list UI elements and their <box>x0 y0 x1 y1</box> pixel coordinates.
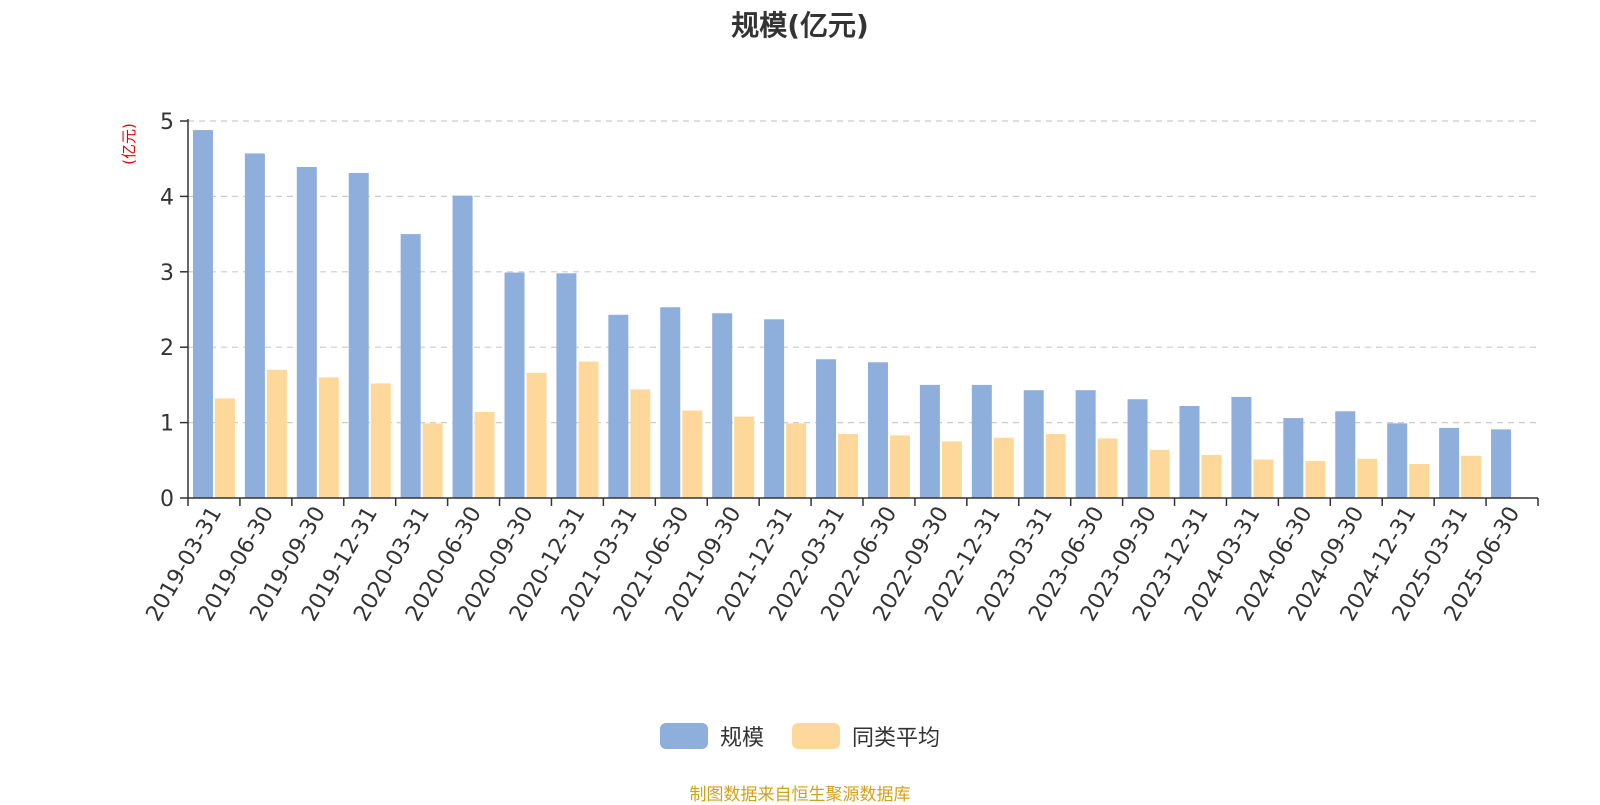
bar-peer-average[interactable] <box>266 369 287 498</box>
bar-scale[interactable] <box>608 314 629 498</box>
bar-scale[interactable] <box>660 307 681 498</box>
bar-scale[interactable] <box>712 313 733 498</box>
y-axis-label: (亿元) <box>120 123 138 165</box>
bar-peer-average[interactable] <box>526 372 547 498</box>
y-tick-label: 3 <box>160 261 174 286</box>
bar-scale[interactable] <box>504 272 525 498</box>
bar-scale[interactable] <box>452 195 473 498</box>
bar-peer-average[interactable] <box>474 412 495 498</box>
bar-peer-average[interactable] <box>889 435 910 498</box>
bar-peer-average[interactable] <box>734 416 755 498</box>
legend: 规模 同类平均 <box>0 720 1600 752</box>
bar-scale[interactable] <box>1023 390 1044 498</box>
bar-scale[interactable] <box>1387 423 1408 498</box>
source-note: 制图数据来自恒生聚源数据库 <box>689 785 911 805</box>
bar-scale[interactable] <box>816 359 837 498</box>
bar-scale[interactable] <box>556 273 577 498</box>
y-tick-label: 1 <box>160 412 174 437</box>
y-tick-label: 5 <box>160 110 174 135</box>
bar-scale[interactable] <box>867 362 888 498</box>
bar-scale[interactable] <box>919 384 940 498</box>
bar-peer-average[interactable] <box>422 423 443 498</box>
bar-scale[interactable] <box>1491 429 1512 498</box>
bar-peer-average[interactable] <box>1149 449 1170 498</box>
y-tick-label: 2 <box>160 336 174 361</box>
x-tick-labels: 2019-03-312019-06-302019-09-302019-12-31… <box>142 503 1526 626</box>
bar-peer-average[interactable] <box>1253 459 1274 498</box>
legend-label-scale: 规模 <box>719 726 764 751</box>
bar-peer-average[interactable] <box>941 441 962 498</box>
bar-peer-average[interactable] <box>1045 433 1066 498</box>
legend-item-scale[interactable]: 规模 <box>659 720 764 752</box>
legend-swatch-scale <box>659 723 708 749</box>
bar-scale[interactable] <box>192 130 213 498</box>
bar-scale[interactable] <box>1179 406 1200 498</box>
bar-scale[interactable] <box>1439 427 1460 498</box>
chart-title: 规模(亿元) <box>731 9 869 42</box>
bar-peer-average[interactable] <box>214 398 235 498</box>
bar-scale[interactable] <box>1075 390 1096 498</box>
bar-peer-average[interactable] <box>630 389 651 498</box>
y-tick-label: 0 <box>160 487 174 512</box>
bar-peer-average[interactable] <box>786 423 807 498</box>
bar-peer-average[interactable] <box>370 383 391 498</box>
bar-scale[interactable] <box>348 173 369 498</box>
bar-peer-average[interactable] <box>1409 464 1430 498</box>
legend-item-peer-average[interactable]: 同类平均 <box>792 720 940 752</box>
legend-swatch-peer-average <box>792 723 840 749</box>
bar-scale[interactable] <box>400 234 421 498</box>
bar-scale[interactable] <box>1335 411 1356 498</box>
bar-peer-average[interactable] <box>578 361 599 498</box>
bar-scale[interactable] <box>971 384 992 498</box>
grid-lines <box>188 120 1538 424</box>
bar-peer-average[interactable] <box>1305 461 1326 498</box>
bar-peer-average[interactable] <box>682 410 703 498</box>
bar-scale[interactable] <box>244 153 265 498</box>
bar-scale[interactable] <box>1283 418 1304 498</box>
bar-peer-average[interactable] <box>993 437 1014 498</box>
legend-label-peer-average: 同类平均 <box>852 726 941 751</box>
bar-scale[interactable] <box>764 319 785 498</box>
bar-peer-average[interactable] <box>838 433 859 498</box>
bar-peer-average[interactable] <box>1097 438 1118 498</box>
bar-scale[interactable] <box>296 166 317 498</box>
bar-peer-average[interactable] <box>1461 455 1482 498</box>
bar-scale[interactable] <box>1231 396 1252 498</box>
bar-peer-average[interactable] <box>1357 458 1378 498</box>
bar-peer-average[interactable] <box>1201 455 1222 498</box>
bar-scale[interactable] <box>1127 399 1148 498</box>
axes <box>180 119 1539 506</box>
bars <box>192 130 1512 498</box>
y-tick-labels: 0 1 2 3 4 5 <box>160 110 174 512</box>
bar-peer-average[interactable] <box>318 377 339 498</box>
y-tick-label: 4 <box>160 185 174 210</box>
